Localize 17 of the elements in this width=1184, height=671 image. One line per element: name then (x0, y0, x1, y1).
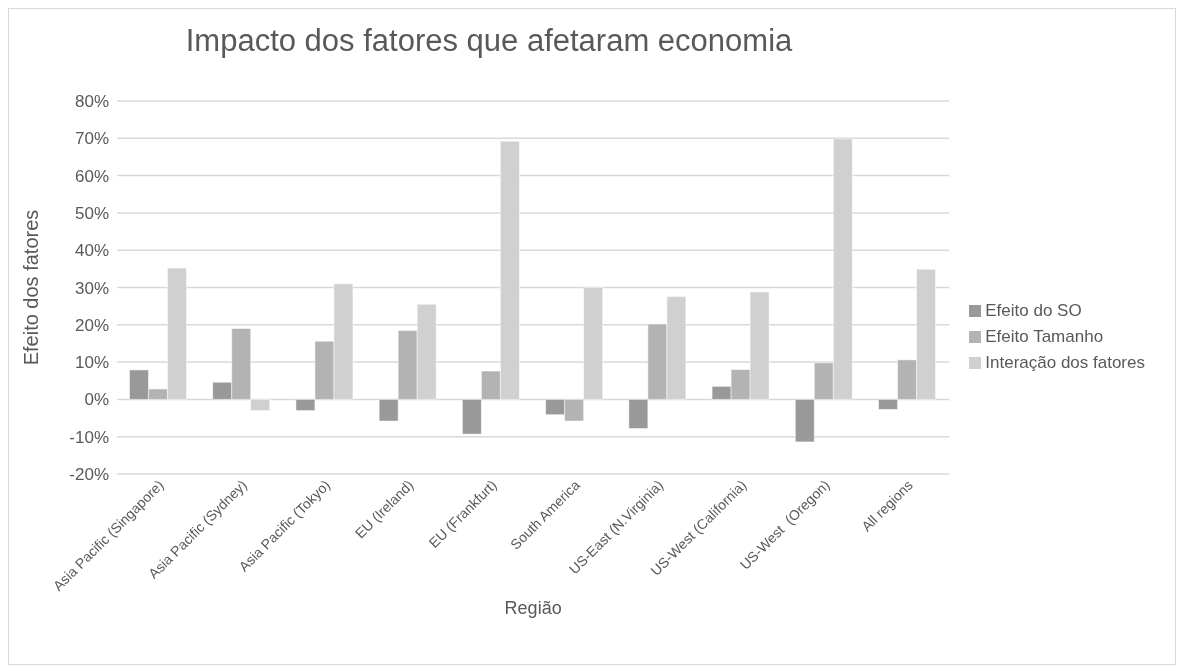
y-tick-label: 10% (74, 353, 109, 373)
y-tick-label: -20% (69, 465, 109, 485)
legend-label: Efeito do SO (985, 300, 1082, 320)
legend-label: Efeito Tamanho (985, 326, 1104, 346)
y-tick-label: 40% (74, 241, 109, 261)
y-tick-label: 0% (84, 390, 109, 410)
y-axis-title: Efeito dos fatores (20, 209, 43, 366)
y-tick-label: -10% (69, 427, 109, 447)
y-tick-label: 50% (74, 203, 109, 223)
y-tick-label: 30% (74, 278, 109, 298)
y-tick-label: 80% (74, 92, 109, 112)
x-axis-title: Região (504, 598, 562, 618)
y-tick-label: 70% (74, 129, 109, 149)
y-tick-label: 60% (74, 166, 109, 186)
legend-label: Interação dos fatores (985, 352, 1145, 372)
chart-title: Impacto dos fatores que afetaram economia (184, 23, 794, 59)
y-tick-label: 20% (74, 315, 109, 335)
